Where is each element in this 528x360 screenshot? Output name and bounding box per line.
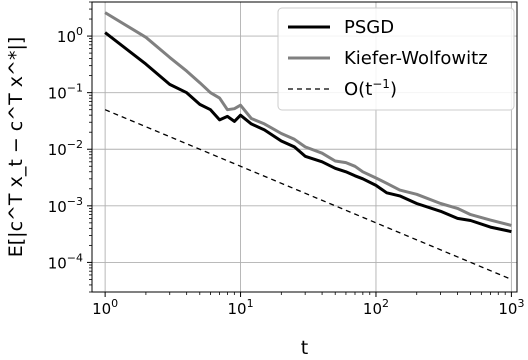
y-tick-label: 10−1 [48, 82, 83, 103]
x-tick-label: 101 [228, 297, 254, 318]
legend-entry-kiefer-wolfowitz-label: Kiefer-Wolfowitz [344, 48, 488, 69]
legend-box [277, 7, 515, 111]
y-tick-label: 10−3 [48, 195, 83, 216]
x-axis-label: t [301, 337, 308, 359]
psgd-line [104, 31, 512, 234]
y-tick-label: 10−4 [48, 251, 83, 272]
x-tick-label: 102 [363, 297, 389, 318]
axes-border [91, 1, 518, 293]
series-lines [104, 11, 512, 280]
legend-entry-psgd-label: PSGD [344, 17, 394, 38]
y-tick-label: 10−2 [48, 138, 83, 159]
y-axis-label: E[|c^T x_t − c^T x^*|] [5, 37, 27, 258]
y-tick-label: 100 [57, 25, 83, 46]
reference-rate-line [104, 109, 512, 280]
legend-entry-reference-rate-label: O(t−1) [344, 77, 397, 100]
plot-frame [91, 1, 518, 293]
x-tick-label: 103 [498, 297, 524, 318]
x-tick-label: 100 [92, 297, 118, 318]
x-axis-ticks: 100 101 102 103 [92, 292, 524, 318]
y-axis-ticks: 10−4 10−3 10−2 10−1 100 [48, 1, 92, 293]
kiefer-wolfowitz-line [104, 11, 512, 227]
legend: PSGD Kiefer-Wolfowitz O(t−1) [277, 7, 515, 111]
